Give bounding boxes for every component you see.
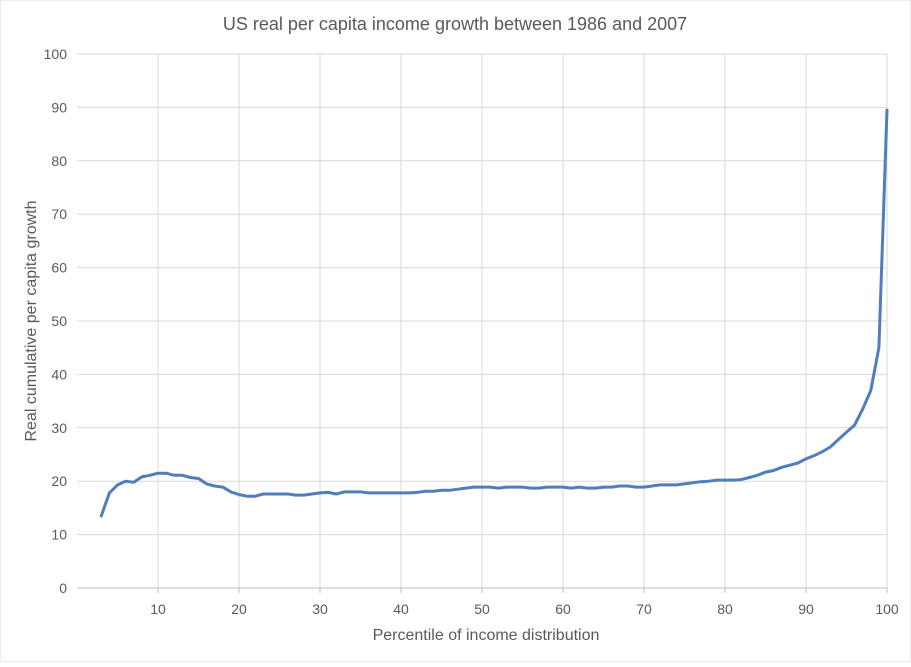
y-axis-title: Real cumulative per capita growth: [23, 200, 40, 441]
series-line: [99, 108, 889, 518]
y-tick-label: 90: [51, 99, 67, 115]
x-tick-label: 80: [717, 601, 733, 617]
y-tick-label: 100: [44, 46, 68, 62]
y-tick-label: 50: [51, 313, 67, 329]
x-tick-label: 70: [636, 601, 652, 617]
y-tick-label: 30: [51, 420, 67, 436]
series-layer: [99, 108, 889, 518]
y-tick-label: 0: [59, 580, 67, 596]
x-tick-label: 40: [393, 601, 409, 617]
x-axis-title: Percentile of income distribution: [373, 627, 600, 644]
x-tick-label: 90: [798, 601, 814, 617]
y-tick-label: 60: [51, 260, 67, 276]
y-tick-label: 70: [51, 206, 67, 222]
x-tick-label: 60: [555, 601, 571, 617]
x-tick-label: 10: [150, 601, 166, 617]
axes: 0 10 20 30 40 50 60 70 80 90 100 10 20 30 40 50 60 70 80 90…: [44, 46, 899, 617]
x-tick-label: 50: [474, 601, 490, 617]
y-tick-label: 20: [51, 473, 67, 489]
y-tick-label: 40: [51, 366, 67, 382]
x-tick-label: 20: [231, 601, 247, 617]
x-tick-label: 30: [312, 601, 328, 617]
chart-title: US real per capita income growth between…: [223, 14, 687, 34]
gridlines: [77, 53, 888, 588]
y-tick-label: 10: [51, 527, 67, 543]
x-tick-label: 100: [875, 601, 899, 617]
y-tick-label: 80: [51, 153, 67, 169]
